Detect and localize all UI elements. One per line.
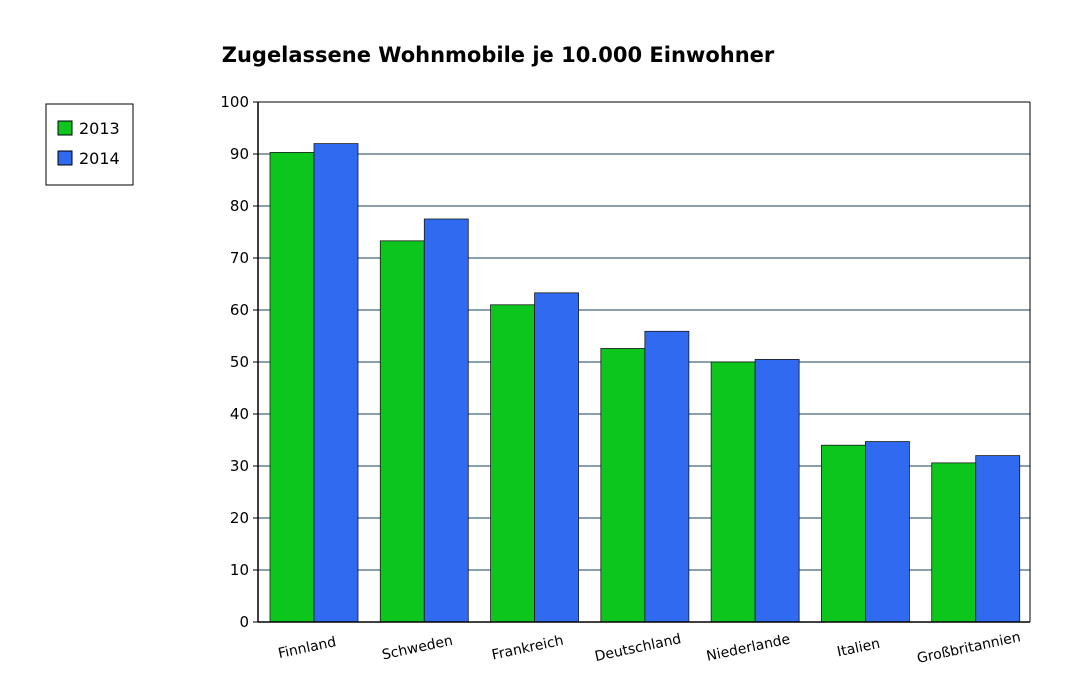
bar-schweden-2013 <box>379 240 425 623</box>
bar-finnland-2014 <box>313 143 359 623</box>
x-tick-label-italien: Italien <box>836 636 882 661</box>
bar-gro-britannien-2014 <box>975 455 1021 623</box>
y-tick-label-100: 100 <box>220 93 249 111</box>
legend-label-2013: 2013 <box>79 119 120 138</box>
bar-frankreich-2013 <box>490 304 535 623</box>
legend-swatch-2013 <box>57 120 73 136</box>
y-tick-label-0: 0 <box>239 613 249 631</box>
y-tick-labels: 0 10 20 30 40 50 60 70 80 90 100 <box>220 93 258 631</box>
y-tick-label-60: 60 <box>230 301 249 319</box>
y-tick-label-90: 90 <box>230 145 249 163</box>
bar-niederlande-2014 <box>754 358 800 623</box>
x-tick-labels: Finnland Schweden Frankreich Deutschland Nie… <box>277 629 1022 667</box>
x-tick-label-gro-britannien: Großbritannien <box>916 629 1022 667</box>
y-tick-label-80: 80 <box>230 197 249 215</box>
bar-italien-2013 <box>821 444 866 623</box>
bar-deutschland-2013 <box>600 348 646 623</box>
x-tick-label-frankreich: Frankreich <box>490 633 565 664</box>
bar-deutschland-2014 <box>644 330 690 623</box>
legend-box <box>45 103 134 186</box>
bar-gro-britannien-2013 <box>931 462 977 623</box>
chart-title: Zugelassene Wohnmobile je 10.000 Einwohn… <box>222 43 775 67</box>
y-tick-label-20: 20 <box>230 509 249 527</box>
bars <box>269 143 1021 623</box>
y-tick-label-70: 70 <box>230 249 249 267</box>
x-tick-label-finnland: Finnland <box>277 634 338 662</box>
legend-swatch-2014 <box>57 150 73 166</box>
y-tick-label-40: 40 <box>230 405 249 423</box>
x-tick-label-niederlande: Niederlande <box>705 631 792 664</box>
x-tick-label-schweden: Schweden <box>381 633 455 664</box>
y-tick-label-10: 10 <box>230 561 249 579</box>
y-tick-label-50: 50 <box>230 353 249 371</box>
y-tick-label-30: 30 <box>230 457 249 475</box>
bar-niederlande-2013 <box>710 361 756 623</box>
x-tick-label-deutschland: Deutschland <box>593 631 682 665</box>
bar-finnland-2013 <box>269 152 315 623</box>
legend: 2013 2014 <box>45 103 134 186</box>
bar-italien-2014 <box>865 441 910 623</box>
legend-label-2014: 2014 <box>79 149 120 168</box>
axes <box>257 101 1031 623</box>
bar-schweden-2014 <box>423 218 469 623</box>
bar-frankreich-2014 <box>534 292 579 623</box>
